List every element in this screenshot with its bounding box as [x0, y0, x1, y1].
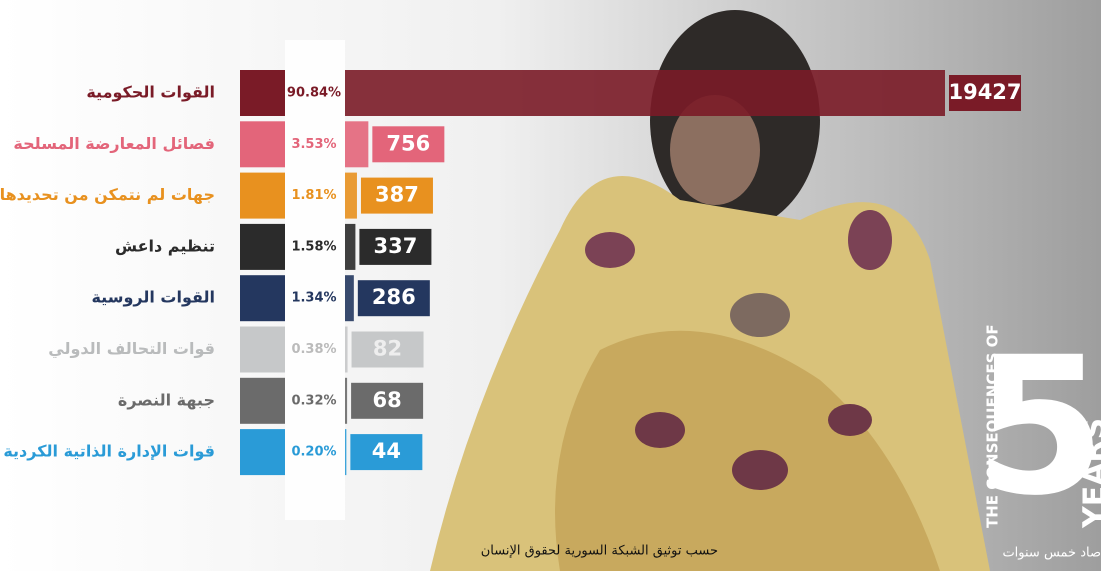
value-label: 82: [373, 337, 402, 361]
page: {"chart_data": {"type": "bar", "categori…: [0, 0, 1101, 571]
value-label: 19427: [948, 80, 1021, 104]
percent-label: 3.53%: [291, 137, 336, 152]
category-label: تنظيم داعش: [115, 236, 215, 255]
category-label: جبهة النصرة: [118, 390, 215, 409]
percent-block: [240, 173, 285, 219]
bar: [345, 173, 357, 219]
category-label: جهات لم نتمكن من تحديدها: [0, 185, 215, 204]
bar: [345, 70, 945, 116]
percent-label: 0.32%: [291, 393, 336, 408]
value-label: 44: [372, 439, 401, 463]
percent-block: [240, 121, 285, 167]
percent-block: [240, 429, 285, 475]
category-label: القوات الحكومية: [86, 83, 215, 102]
category-label: قوات التحالف الدولي: [48, 339, 215, 359]
brand-bottom: YEARS: [1078, 418, 1101, 529]
value-label: 286: [372, 285, 416, 309]
category-label: القوات الروسية: [91, 288, 215, 307]
percent-block: [240, 70, 285, 116]
percent-block: [240, 275, 285, 321]
percent-label: 1.58%: [291, 239, 336, 254]
percent-block: [240, 327, 285, 373]
chart: حسب توثيق الشبكة السورية لحقوق الإنسان T…: [0, 0, 1101, 571]
percent-label: 1.81%: [291, 188, 336, 203]
bar: [345, 378, 347, 424]
source-note: حسب توثيق الشبكة السورية لحقوق الإنسان: [481, 544, 718, 559]
percent-label: 0.38%: [291, 342, 336, 357]
bar: [345, 327, 348, 373]
bar: [345, 429, 346, 475]
category-label: فصائل المعارضة المسلحة: [13, 134, 215, 153]
percent-label: 0.20%: [291, 445, 336, 460]
bar: [345, 121, 368, 167]
value-label: 387: [375, 183, 419, 207]
percent-label: 1.34%: [291, 291, 336, 306]
percent-label: 90.84%: [287, 86, 341, 101]
value-label: 337: [373, 234, 417, 258]
value-label: 68: [372, 388, 401, 412]
value-label: 756: [386, 131, 430, 155]
brand-arabic: صاد خمس سنوات: [1002, 546, 1101, 561]
percent-block: [240, 224, 285, 270]
bar: [345, 224, 355, 270]
bar: [345, 275, 354, 321]
category-label: قوات الإدارة الذاتية الكردية: [3, 442, 215, 461]
percent-block: [240, 378, 285, 424]
